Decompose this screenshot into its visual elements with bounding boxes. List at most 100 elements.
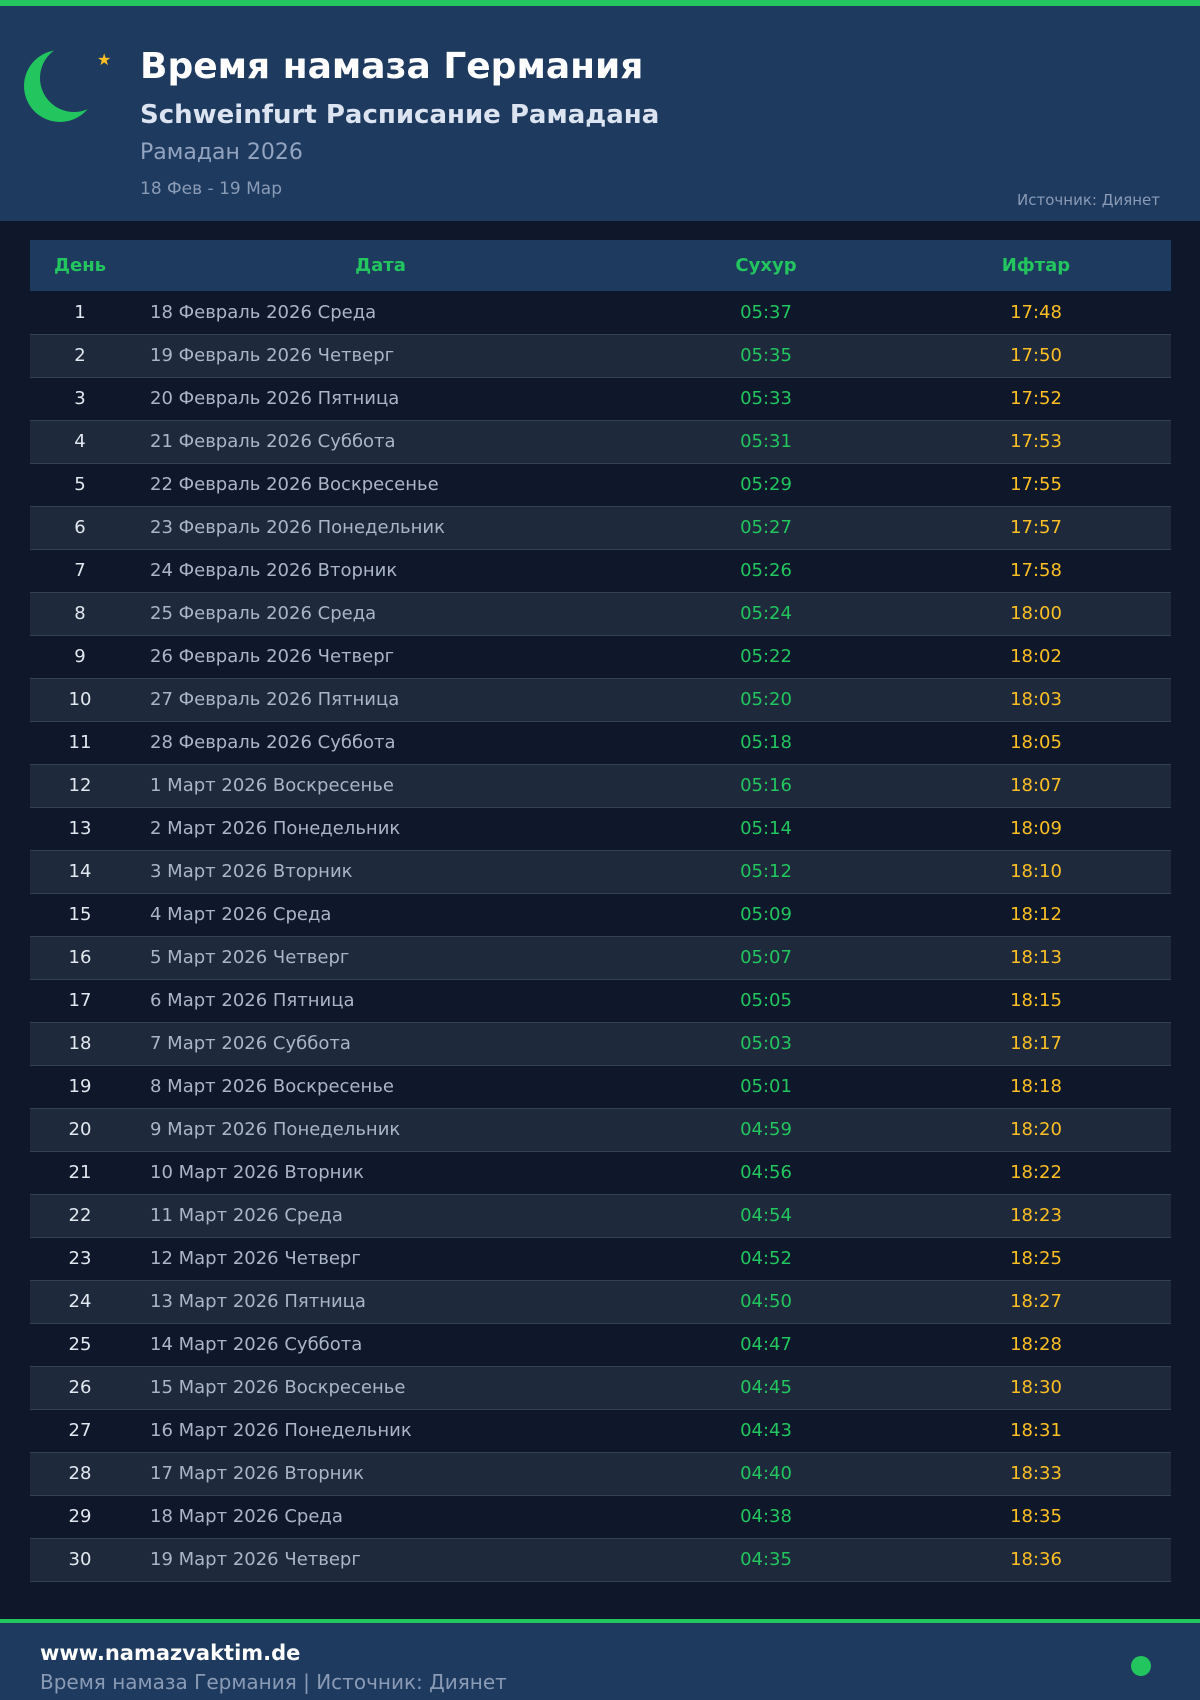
iftar-cell: 17:57 — [901, 506, 1171, 550]
date-cell: 19 Февраль 2026 Четверг — [130, 334, 631, 378]
date-cell: 20 Февраль 2026 Пятница — [130, 377, 631, 421]
day-cell: 8 — [30, 592, 130, 636]
suhur-cell: 05:37 — [631, 291, 901, 335]
iftar-cell: 17:53 — [901, 420, 1171, 464]
iftar-cell: 17:58 — [901, 549, 1171, 593]
day-cell: 17 — [30, 979, 130, 1023]
iftar-cell: 18:27 — [901, 1280, 1171, 1324]
date-cell: 25 Февраль 2026 Среда — [130, 592, 631, 636]
table-row: 10 27 Февраль 2026 Пятница 05:20 18:03 — [30, 678, 1171, 722]
iftar-cell: 18:10 — [901, 850, 1171, 894]
day-cell: 24 — [30, 1280, 130, 1324]
iftar-cell: 18:22 — [901, 1151, 1171, 1195]
table-row: 23 12 Март 2026 Четверг 04:52 18:25 — [30, 1237, 1171, 1281]
date-cell: 26 Февраль 2026 Четверг — [130, 635, 631, 679]
table-row: 7 24 Февраль 2026 Вторник 05:26 17:58 — [30, 549, 1171, 593]
table-row: 17 6 Март 2026 Пятница 05:05 18:15 — [30, 979, 1171, 1023]
col-day: День — [30, 240, 130, 291]
day-cell: 12 — [30, 764, 130, 808]
table-row: 18 7 Март 2026 Суббота 05:03 18:17 — [30, 1022, 1171, 1066]
table-row: 6 23 Февраль 2026 Понедельник 05:27 17:57 — [30, 506, 1171, 550]
ramadan-table: День Дата Сухур Ифтар 1 18 Февраль 2026 С… — [30, 240, 1171, 1582]
iftar-cell: 18:23 — [901, 1194, 1171, 1238]
day-cell: 14 — [30, 850, 130, 894]
suhur-cell: 05:18 — [631, 721, 901, 765]
footer: www.namazvaktim.de Время намаза Германия… — [0, 1623, 1200, 1700]
suhur-cell: 05:12 — [631, 850, 901, 894]
date-cell: 10 Март 2026 Вторник — [130, 1151, 631, 1195]
suhur-cell: 05:05 — [631, 979, 901, 1023]
date-cell: 21 Февраль 2026 Суббота — [130, 420, 631, 464]
day-cell: 4 — [30, 420, 130, 464]
iftar-cell: 18:09 — [901, 807, 1171, 851]
day-cell: 18 — [30, 1022, 130, 1066]
iftar-cell: 17:55 — [901, 463, 1171, 507]
date-cell: 1 Март 2026 Воскресенье — [130, 764, 631, 808]
date-cell: 11 Март 2026 Среда — [130, 1194, 631, 1238]
suhur-cell: 05:09 — [631, 893, 901, 937]
date-cell: 27 Февраль 2026 Пятница — [130, 678, 631, 722]
date-range: 18 Фев - 19 Мар — [140, 179, 283, 199]
suhur-cell: 04:47 — [631, 1323, 901, 1367]
day-cell: 19 — [30, 1065, 130, 1109]
suhur-cell: 04:50 — [631, 1280, 901, 1324]
table-row: 29 18 Март 2026 Среда 04:38 18:35 — [30, 1495, 1171, 1539]
iftar-cell: 18:20 — [901, 1108, 1171, 1152]
table-row: 3 20 Февраль 2026 Пятница 05:33 17:52 — [30, 377, 1171, 421]
day-cell: 11 — [30, 721, 130, 765]
table-row: 25 14 Март 2026 Суббота 04:47 18:28 — [30, 1323, 1171, 1367]
day-cell: 3 — [30, 377, 130, 421]
table-row: 13 2 Март 2026 Понедельник 05:14 18:09 — [30, 807, 1171, 851]
day-cell: 9 — [30, 635, 130, 679]
table-row: 19 8 Март 2026 Воскресенье 05:01 18:18 — [30, 1065, 1171, 1109]
page-header: ★ Время намаза Германия Schweinfurt Расп… — [0, 6, 1200, 221]
iftar-cell: 18:28 — [901, 1323, 1171, 1367]
suhur-cell: 05:07 — [631, 936, 901, 980]
table-row: 26 15 Март 2026 Воскресенье 04:45 18:30 — [30, 1366, 1171, 1410]
col-suhur: Сухур — [631, 240, 901, 291]
day-cell: 27 — [30, 1409, 130, 1453]
date-cell: 7 Март 2026 Суббота — [130, 1022, 631, 1066]
footer-text: Время намаза Германия | Источник: Диянет — [40, 1670, 507, 1694]
suhur-cell: 05:16 — [631, 764, 901, 808]
table-row: 8 25 Февраль 2026 Среда 05:24 18:00 — [30, 592, 1171, 636]
top-accent-bar — [0, 0, 1200, 6]
suhur-cell: 04:43 — [631, 1409, 901, 1453]
day-cell: 22 — [30, 1194, 130, 1238]
date-cell: 8 Март 2026 Воскресенье — [130, 1065, 631, 1109]
crescent-moon-icon — [24, 44, 108, 122]
date-cell: 22 Февраль 2026 Воскресенье — [130, 463, 631, 507]
status-dot-icon — [1131, 1656, 1151, 1676]
day-cell: 20 — [30, 1108, 130, 1152]
suhur-cell: 05:03 — [631, 1022, 901, 1066]
col-iftar: Ифтар — [901, 240, 1171, 291]
suhur-cell: 05:26 — [631, 549, 901, 593]
date-cell: 4 Март 2026 Среда — [130, 893, 631, 937]
date-cell: 18 Февраль 2026 Среда — [130, 291, 631, 335]
date-cell: 18 Март 2026 Среда — [130, 1495, 631, 1539]
date-cell: 13 Март 2026 Пятница — [130, 1280, 631, 1324]
suhur-cell: 04:59 — [631, 1108, 901, 1152]
iftar-cell: 18:33 — [901, 1452, 1171, 1496]
iftar-cell: 18:15 — [901, 979, 1171, 1023]
day-cell: 2 — [30, 334, 130, 378]
table-header: День Дата Сухур Ифтар — [30, 240, 1171, 291]
iftar-cell: 18:30 — [901, 1366, 1171, 1410]
table-row: 21 10 Март 2026 Вторник 04:56 18:22 — [30, 1151, 1171, 1195]
iftar-cell: 18:25 — [901, 1237, 1171, 1281]
table-row: 12 1 Март 2026 Воскресенье 05:16 18:07 — [30, 764, 1171, 808]
date-cell: 24 Февраль 2026 Вторник — [130, 549, 631, 593]
source-label: Источник: Диянет — [1017, 191, 1160, 209]
suhur-cell: 05:01 — [631, 1065, 901, 1109]
col-date: Дата — [130, 240, 631, 291]
suhur-cell: 04:35 — [631, 1538, 901, 1582]
suhur-cell: 05:29 — [631, 463, 901, 507]
table-row: 11 28 Февраль 2026 Суббота 05:18 18:05 — [30, 721, 1171, 765]
suhur-cell: 05:14 — [631, 807, 901, 851]
site-link[interactable]: www.namazvaktim.de — [40, 1641, 301, 1665]
footer-accent-line — [0, 1619, 1200, 1623]
date-cell: 15 Март 2026 Воскресенье — [130, 1366, 631, 1410]
date-cell: 28 Февраль 2026 Суббота — [130, 721, 631, 765]
day-cell: 15 — [30, 893, 130, 937]
suhur-cell: 05:33 — [631, 377, 901, 421]
